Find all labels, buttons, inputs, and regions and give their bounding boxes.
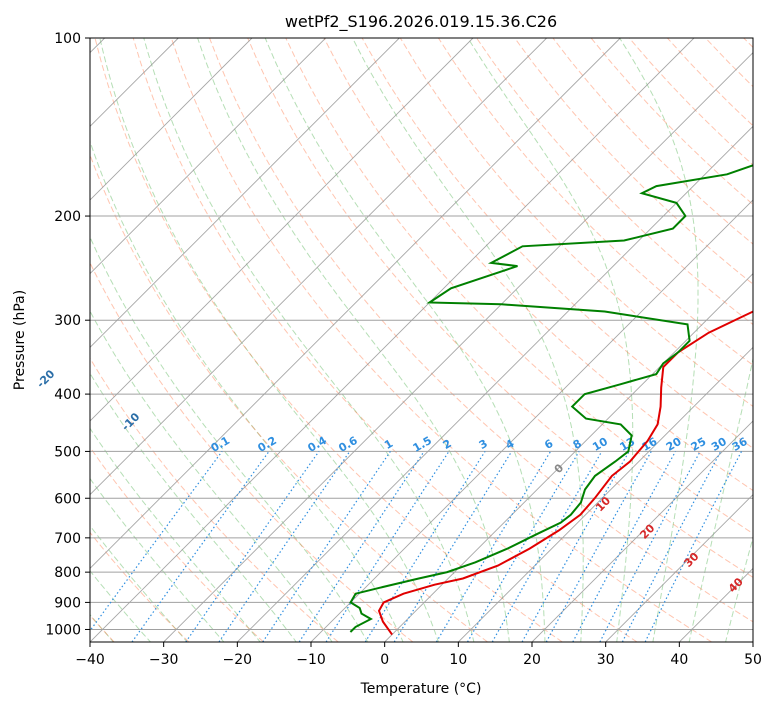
mixing-ratio-line xyxy=(262,451,391,642)
isotherm xyxy=(310,199,753,642)
y-tick-label: 800 xyxy=(54,565,81,581)
mixing-ratio-line xyxy=(325,451,450,642)
temperature-line xyxy=(377,310,753,636)
dry-adiabat xyxy=(90,531,190,642)
moist-adiabat xyxy=(264,38,546,642)
mixing-ratio-line xyxy=(185,451,320,642)
moist-adiabat xyxy=(619,38,699,642)
dewpoint-line xyxy=(349,164,753,633)
dry-adiabat xyxy=(132,38,638,642)
mixing-ratio-line xyxy=(621,451,722,642)
mixing-ratio-line xyxy=(131,451,270,642)
moist-adiabat xyxy=(90,477,225,642)
dry-adiabat xyxy=(399,38,753,408)
isotherm xyxy=(90,38,400,348)
mixing-ratio-line xyxy=(393,451,513,642)
moist-adiabat xyxy=(90,570,152,642)
isotherm xyxy=(90,38,326,275)
x-tick-label: 40 xyxy=(670,652,688,668)
mixing-ratio-line xyxy=(545,451,652,642)
moist-adiabat xyxy=(143,38,475,642)
mixing-ratio-line xyxy=(298,451,425,642)
chart-title: wetPf2_S196.2026.019.15.36.C26 xyxy=(285,12,557,32)
y-axis-ticks: 1000 900 800 700 600 500 400 300 200 100 xyxy=(45,31,90,638)
x-tick-label: 30 xyxy=(597,652,615,668)
x-axis-title: Temperature (°C) xyxy=(360,681,482,697)
y-tick-label: 100 xyxy=(54,31,81,47)
moist-adiabat xyxy=(90,427,261,642)
profile-series xyxy=(349,164,753,636)
y-tick-label: 700 xyxy=(54,531,81,547)
y-tick-label: 400 xyxy=(54,387,81,403)
moist-adiabat xyxy=(90,139,404,642)
x-tick-label: −10 xyxy=(296,652,326,668)
x-tick-label: −30 xyxy=(149,652,179,668)
moist-adiabat xyxy=(90,372,297,642)
isotherm xyxy=(163,52,753,642)
moist-adiabat xyxy=(99,38,440,642)
dry-adiabat xyxy=(170,38,712,642)
x-tick-label: 0 xyxy=(380,652,389,668)
y-tick-label: 200 xyxy=(54,209,81,225)
y-tick-label: 600 xyxy=(54,491,81,507)
dry-adiabat xyxy=(247,38,753,578)
isotherm xyxy=(90,38,695,642)
isotherm xyxy=(90,38,547,496)
mixing-ratio-line xyxy=(572,451,677,642)
x-tick-label: 20 xyxy=(523,652,541,668)
x-tick-label: −40 xyxy=(75,652,105,668)
x-tick-label: 50 xyxy=(744,652,762,668)
dry-adiabat xyxy=(209,38,753,623)
x-axis-ticks: −40 −30 −20 −10 0 10 20 30 40 50 xyxy=(75,642,762,668)
y-tick-label: 900 xyxy=(54,595,81,611)
y-axis-title: Pressure (hPa) xyxy=(12,290,28,390)
mixing-ratio-line xyxy=(521,451,630,642)
y-tick-label: 1000 xyxy=(45,622,81,638)
isotherm xyxy=(458,346,753,642)
moist-adiabat xyxy=(90,235,369,642)
isotherm xyxy=(531,420,753,642)
isotherm xyxy=(90,38,253,201)
dry-adiabat xyxy=(514,38,753,285)
dry-adiabat xyxy=(90,357,339,642)
background-lines xyxy=(90,38,753,642)
mixing-ratio-line xyxy=(90,451,223,632)
x-tick-label: 10 xyxy=(449,652,467,668)
isotherm xyxy=(384,273,753,642)
mixing-ratio-line xyxy=(644,451,743,642)
isotherm xyxy=(237,125,753,642)
dry-adiabat xyxy=(90,446,264,642)
moist-adiabat xyxy=(688,356,753,642)
y-tick-label: 300 xyxy=(54,313,81,329)
mixing-ratio-line xyxy=(218,451,351,642)
isotherm xyxy=(605,494,753,642)
moist-adiabat xyxy=(467,38,634,642)
dry-adiabat xyxy=(437,38,753,366)
isotherm xyxy=(90,38,621,569)
plot-frame xyxy=(89,37,754,643)
moist-adiabat xyxy=(90,524,188,642)
isotherm xyxy=(90,38,474,422)
y-tick-label: 500 xyxy=(54,444,81,460)
x-tick-label: −20 xyxy=(223,652,253,668)
dry-adiabat xyxy=(94,38,563,642)
moist-adiabat xyxy=(197,38,510,642)
dry-adiabat xyxy=(90,153,488,642)
